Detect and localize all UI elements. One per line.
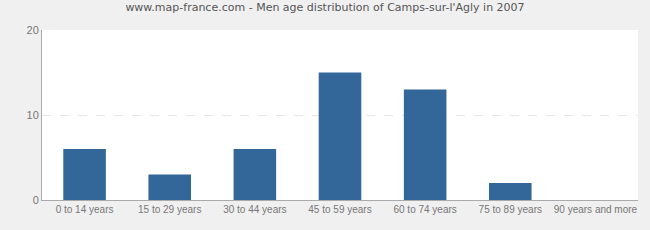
svg-text:15 to 29 years: 15 to 29 years [138,204,201,215]
svg-text:75 to 89 years: 75 to 89 years [479,204,542,215]
svg-text:60 to 74 years: 60 to 74 years [393,204,456,215]
svg-text:www.map-france.com - Men age d: www.map-france.com - Men age distributio… [125,1,524,14]
svg-text:90 years and more: 90 years and more [554,204,638,215]
svg-text:0: 0 [33,194,39,206]
svg-text:0 to 14 years: 0 to 14 years [56,204,114,215]
svg-text:45 to 59 years: 45 to 59 years [308,204,371,215]
svg-text:20: 20 [27,24,39,36]
svg-text:30 to 44 years: 30 to 44 years [223,204,286,215]
svg-text:10: 10 [27,109,39,121]
